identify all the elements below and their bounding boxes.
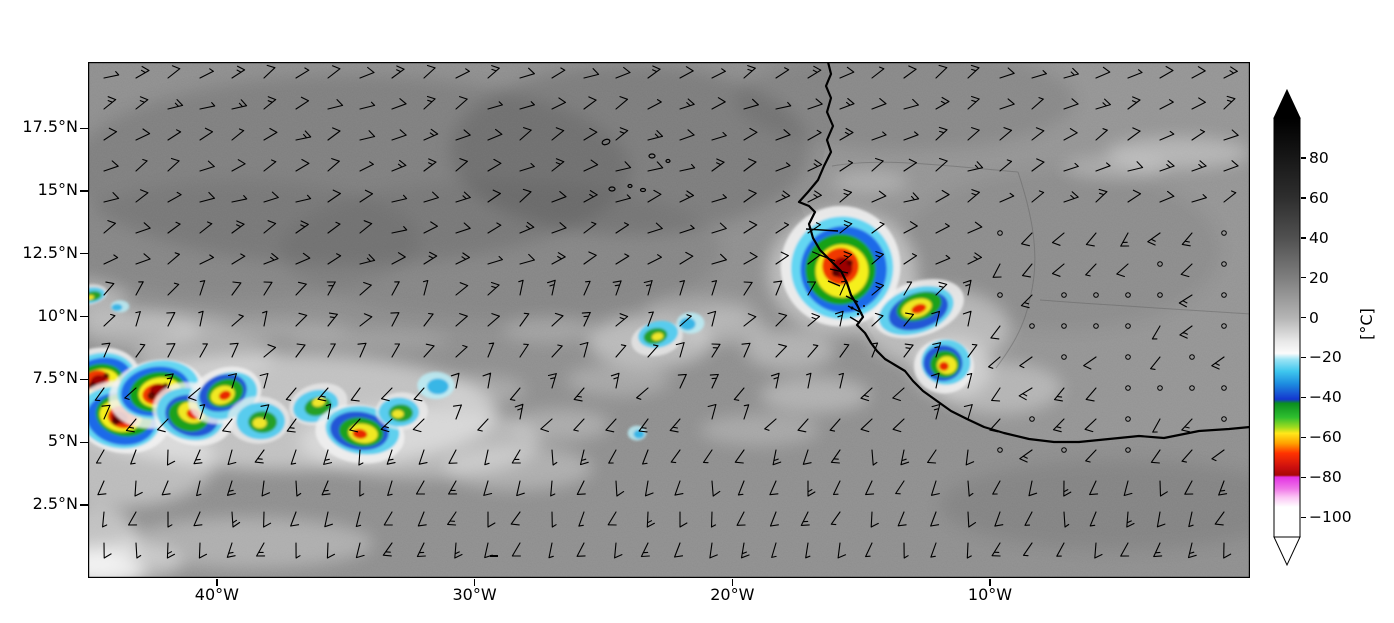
y-tick-mark: [80, 378, 88, 381]
colorbar-tick-label: −100: [1309, 508, 1352, 527]
colorbar: [1273, 88, 1301, 567]
colorbar-tick-mark: [1301, 436, 1306, 439]
y-tick-mark: [80, 441, 88, 443]
y-tick-label: 5°N: [47, 431, 78, 451]
y-tick-mark: [80, 127, 88, 129]
colorbar-tick-mark: [1301, 277, 1306, 279]
cape-verde-islands: [601, 138, 671, 193]
colorbar-tick-mark: [1301, 356, 1306, 359]
colorbar-tick-label: 60: [1309, 188, 1329, 207]
bijagos-islands: [850, 305, 865, 316]
colorbar-tick-label: 40: [1309, 228, 1329, 247]
y-tick-label: 12.5°N: [22, 242, 78, 262]
coastline-path: [797, 62, 1250, 444]
y-tick-mark: [80, 190, 88, 192]
x-tick-label: 10°W: [967, 585, 1013, 604]
colorbar-extend-min-arrow: [1273, 536, 1301, 567]
river-gambia: [805, 228, 839, 232]
y-tick-mark: [80, 253, 88, 255]
colorbar-gradient: [1273, 117, 1301, 538]
y-tick-label: 10°N: [37, 305, 78, 325]
colorbar-unit-label: [°C]: [1356, 308, 1376, 340]
x-tick-label: 20°W: [710, 585, 755, 604]
colorbar-tick-mark: [1301, 317, 1306, 319]
storm-layer: [88, 205, 974, 464]
shading-layer: [88, 62, 1250, 550]
y-tick-label: 17.5°N: [22, 117, 78, 137]
colorbar-tick-mark: [1301, 516, 1306, 518]
small-island-dash: [490, 555, 498, 557]
colorbar-tick-label: 20: [1309, 268, 1329, 287]
colorbar-tick-label: 80: [1309, 148, 1329, 167]
x-tick-label: 30°W: [452, 585, 497, 604]
colorbar-extend-max-arrow: [1273, 88, 1301, 119]
x-tick-mark: [474, 579, 476, 586]
estuary-squiggles: [819, 254, 863, 324]
colorbar-tick-label: −60: [1309, 428, 1342, 447]
colorbar-tick-label: −80: [1309, 468, 1342, 487]
y-tick-label: 7.5°N: [32, 368, 78, 388]
colorbar-tick-mark: [1301, 197, 1306, 199]
colorbar-tick-mark: [1301, 237, 1306, 239]
x-tick-mark: [216, 579, 218, 586]
colorbar-tick-label: −40: [1309, 388, 1342, 407]
coastline: [490, 62, 1250, 557]
x-tick-mark: [731, 579, 733, 586]
y-tick-label: 2.5°N: [32, 493, 78, 513]
y-tick-mark: [80, 316, 88, 318]
colorbar-tick-mark: [1301, 157, 1306, 159]
map-frame: [88, 62, 1250, 578]
country-borders: [831, 161, 1250, 369]
calm-circles: [997, 230, 1227, 453]
map-plot: [88, 62, 1250, 578]
y-tick-mark: [80, 504, 88, 506]
colorbar-tick-mark: [1301, 396, 1306, 399]
wind-barbs-layer: [94, 64, 1239, 559]
y-tick-label: 15°N: [37, 179, 78, 199]
x-tick-mark: [989, 579, 991, 586]
x-tick-label: 40°W: [194, 585, 239, 604]
colorbar-tick-label: −20: [1309, 348, 1342, 367]
colorbar-tick-mark: [1301, 476, 1306, 478]
colorbar-tick-label: 0: [1309, 308, 1319, 327]
